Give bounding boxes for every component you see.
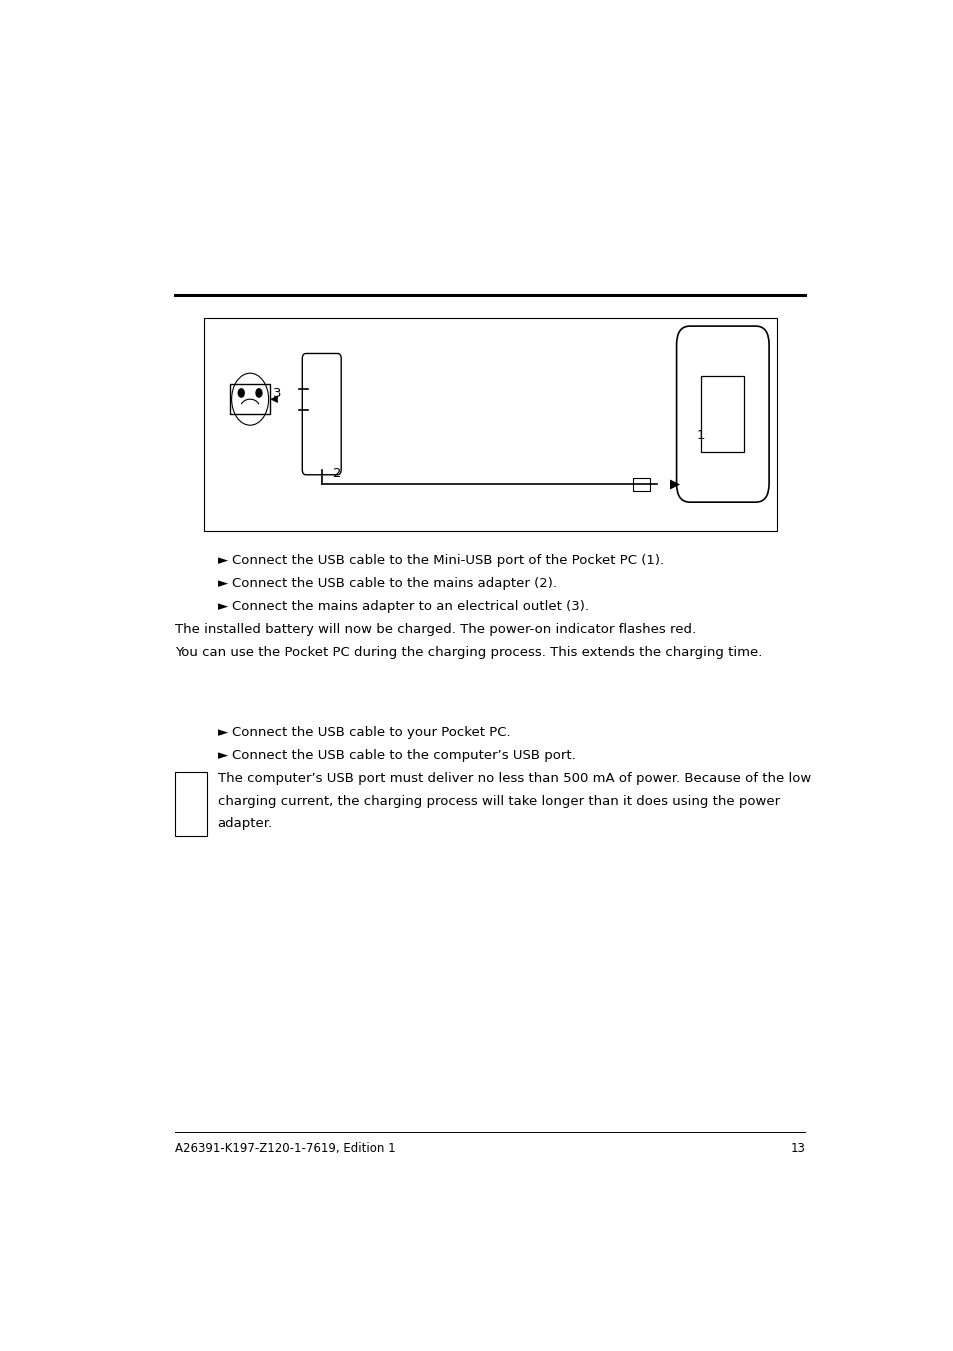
Text: ►: ► — [217, 554, 228, 567]
Text: 1: 1 — [697, 430, 705, 442]
Circle shape — [238, 389, 244, 397]
Text: 2: 2 — [333, 467, 341, 481]
Text: ►: ► — [217, 577, 228, 590]
Text: ►: ► — [217, 600, 228, 613]
Text: The installed battery will now be charged. The power-on indicator flashes red.: The installed battery will now be charge… — [174, 623, 695, 636]
FancyBboxPatch shape — [676, 326, 768, 503]
FancyBboxPatch shape — [230, 384, 270, 415]
Text: A26391-K197-Z120-1-7619, Edition 1: A26391-K197-Z120-1-7619, Edition 1 — [174, 1142, 395, 1155]
Text: adapter.: adapter. — [217, 817, 273, 831]
Text: ►: ► — [217, 725, 228, 739]
Text: 13: 13 — [790, 1142, 804, 1155]
Bar — [633, 478, 649, 490]
Text: The computer’s USB port must deliver no less than 500 mA of power. Because of th: The computer’s USB port must deliver no … — [217, 771, 810, 785]
FancyBboxPatch shape — [174, 771, 207, 836]
Text: ►: ► — [217, 748, 228, 762]
FancyBboxPatch shape — [204, 319, 777, 531]
Text: You can use the Pocket PC during the charging process. This extends the charging: You can use the Pocket PC during the cha… — [174, 646, 761, 659]
Text: Connect the USB cable to your Pocket PC.: Connect the USB cable to your Pocket PC. — [233, 725, 511, 739]
Text: Connect the USB cable to the mains adapter (2).: Connect the USB cable to the mains adapt… — [233, 577, 557, 590]
Text: Connect the USB cable to the Mini-USB port of the Pocket PC (1).: Connect the USB cable to the Mini-USB po… — [233, 554, 664, 567]
Text: charging current, the charging process will take longer than it does using the p: charging current, the charging process w… — [217, 794, 779, 808]
Circle shape — [255, 389, 262, 397]
FancyBboxPatch shape — [302, 354, 341, 474]
Text: Connect the USB cable to the computer’s USB port.: Connect the USB cable to the computer’s … — [233, 748, 576, 762]
FancyBboxPatch shape — [700, 376, 743, 453]
Text: Connect the mains adapter to an electrical outlet (3).: Connect the mains adapter to an electric… — [233, 600, 589, 613]
Text: 3: 3 — [273, 388, 281, 400]
